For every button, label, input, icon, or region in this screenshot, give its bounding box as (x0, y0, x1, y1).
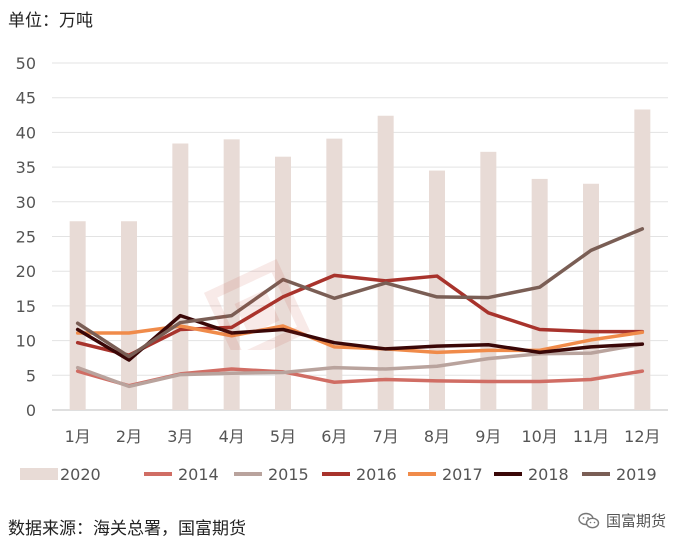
bar-2020 (480, 151, 497, 410)
legend-item-2019: 2019 (582, 465, 657, 484)
legend: 2020 2014 2015 2016 2017 2018 2019 (20, 465, 657, 484)
y-tick-label: 30 (16, 193, 36, 212)
x-tick-label: 7月 (373, 427, 399, 446)
bars-2020 (69, 109, 651, 411)
y-tick-label: 10 (16, 332, 36, 351)
series-line-2015 (75, 342, 645, 389)
y-tick-label: 5 (26, 366, 36, 385)
legend-swatch (20, 468, 58, 480)
x-axis-ticks: 1月 2月 3月 4月 5月 6月 7月 8月 9月 10月 11月 12月 (65, 427, 661, 446)
x-tick-label: 12月 (624, 427, 660, 446)
wechat-icon (578, 512, 600, 530)
unit-label: 单位：万吨 (8, 11, 93, 31)
y-tick-label: 40 (16, 123, 36, 142)
series-line-2018 (75, 313, 645, 362)
x-tick-label: 4月 (219, 427, 245, 446)
series-line-2019 (75, 227, 645, 359)
legend-item-2017: 2017 (408, 465, 483, 484)
y-tick-label: 45 (16, 89, 36, 108)
x-tick-label: 9月 (475, 427, 501, 446)
legend-item-2015: 2015 (234, 465, 309, 484)
bar-2020 (121, 221, 137, 410)
x-tick-label: 5月 (270, 427, 296, 446)
y-tick-label: 25 (16, 228, 36, 247)
legend-item-2018: 2018 (494, 465, 569, 484)
bar-2020 (583, 183, 599, 410)
y-tick-label: 35 (16, 158, 36, 177)
x-tick-label: 11月 (573, 427, 609, 446)
bar-2020 (275, 156, 291, 410)
bar-2020 (172, 143, 189, 410)
x-tick-label: 3月 (167, 427, 193, 446)
bar-2020 (429, 170, 445, 410)
legend-item-2016: 2016 (322, 465, 397, 484)
x-tick-label: 2月 (116, 427, 142, 446)
y-tick-label: 50 (16, 54, 36, 73)
source-note: 数据来源：海关总署，国富期货 (8, 519, 246, 539)
series-line-2016 (75, 273, 645, 357)
legend-item-2014: 2014 (144, 465, 219, 484)
x-tick-label: 1月 (65, 427, 91, 446)
legend-label: 2015 (268, 465, 309, 484)
brand-badge-text: 国富期货 (605, 512, 666, 530)
gridlines (52, 62, 668, 411)
x-tick-label: 6月 (321, 427, 347, 446)
bar-2020 (69, 221, 86, 410)
legend-label: 2017 (442, 465, 483, 484)
bar-2020 (223, 139, 240, 410)
brand-badge: 国富期货 (578, 510, 666, 531)
legend-item-2020: 2020 (20, 465, 101, 484)
bar-2020 (377, 115, 394, 410)
x-tick-label: 10月 (521, 427, 557, 446)
y-axis-ticks: 0 5 10 15 20 25 30 35 40 45 50 (16, 54, 36, 420)
bar-2020 (634, 109, 651, 411)
y-tick-label: 15 (16, 297, 36, 316)
legend-label: 2020 (60, 465, 101, 484)
legend-label: 2016 (356, 465, 397, 484)
legend-label: 2018 (528, 465, 569, 484)
x-tick-label: 8月 (424, 427, 450, 446)
legend-label: 2019 (616, 465, 657, 484)
bar-2020 (531, 178, 548, 410)
y-tick-label: 20 (16, 262, 36, 281)
y-tick-label: 0 (26, 401, 36, 420)
line-series (75, 227, 645, 389)
legend-label: 2014 (178, 465, 219, 484)
